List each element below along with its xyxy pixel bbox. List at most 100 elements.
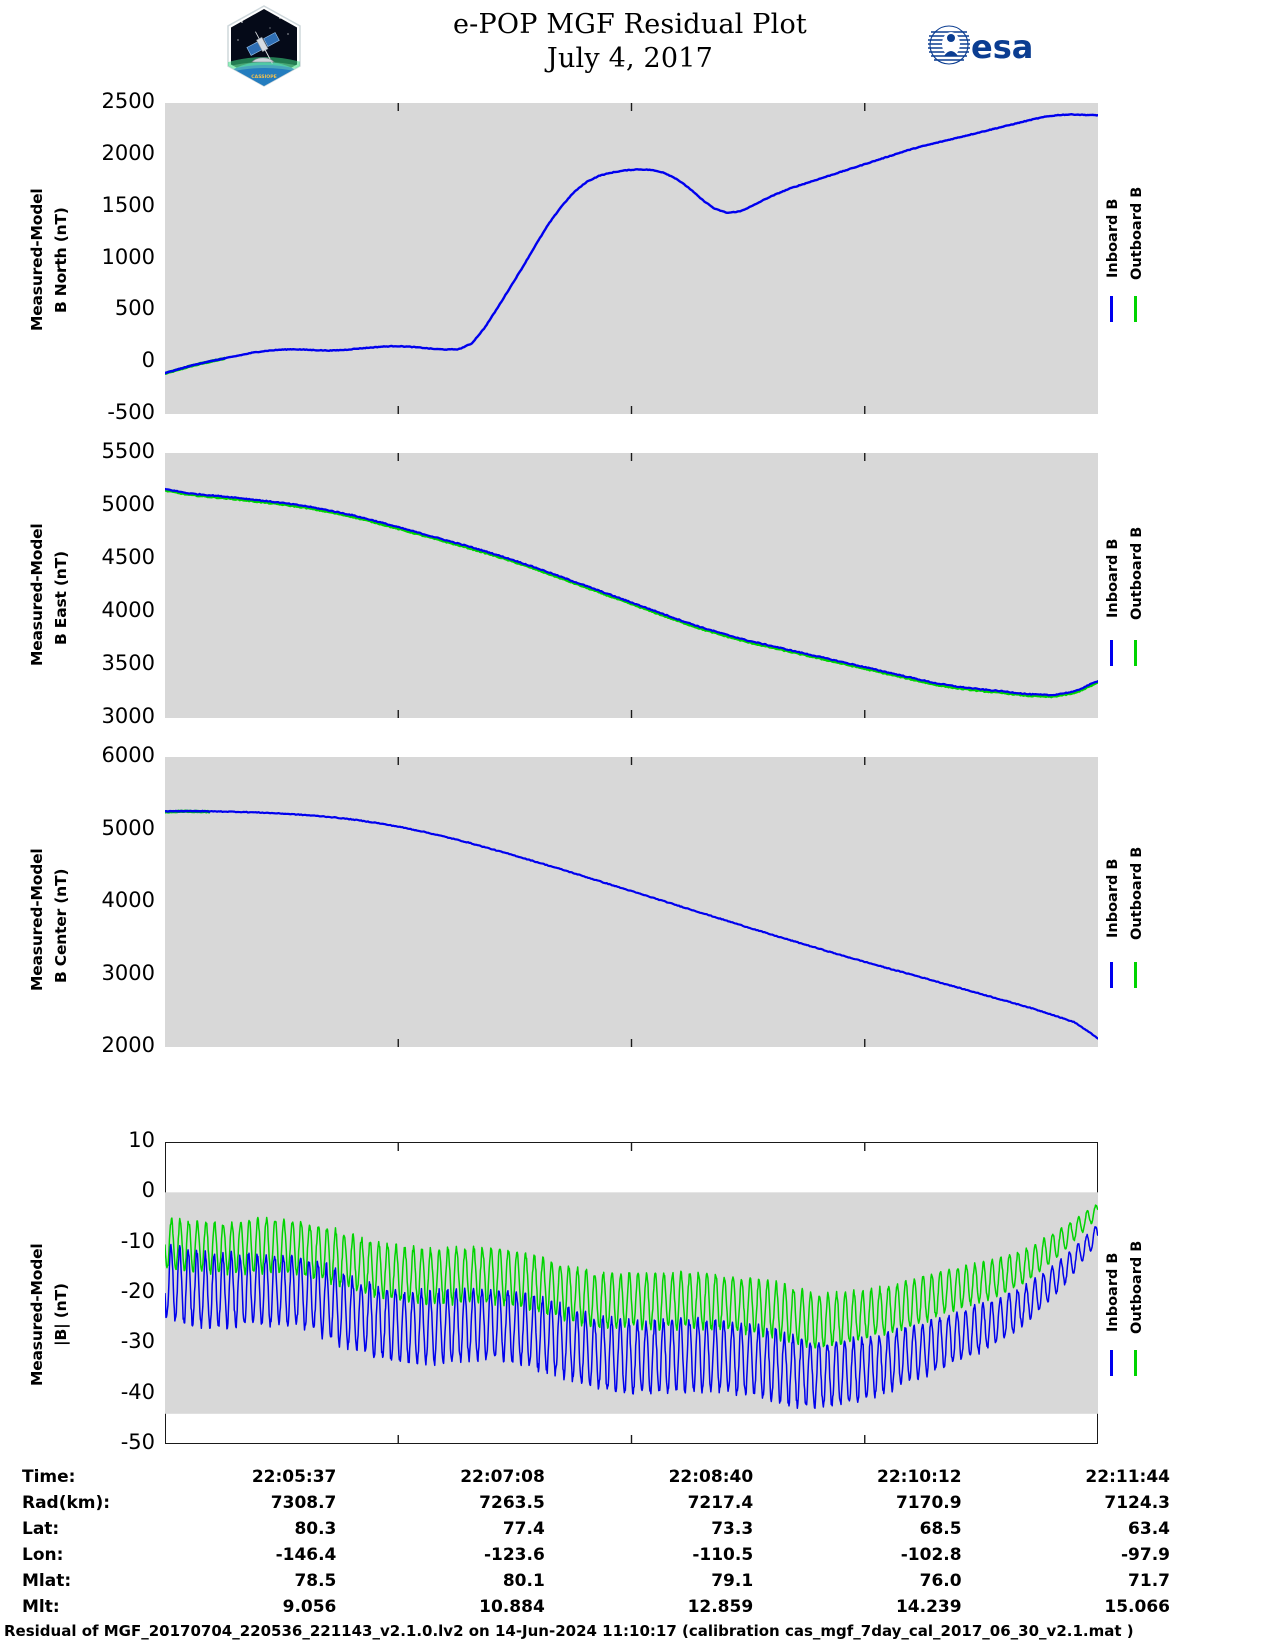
table-row: Mlt: 9.056 10.884 12.859 14.239 15.066 (22, 1594, 1170, 1620)
ephemeris-cell: 77.4 (502, 1519, 545, 1539)
y-tick-label: 4500 (101, 545, 155, 569)
table-row: Mlat: 78.5 80.1 79.1 76.0 71.7 (22, 1568, 1170, 1594)
cassiope-epop-mission-patch-icon: CASSIOPE (227, 5, 301, 87)
ephemeris-cell: 7217.4 (687, 1493, 754, 1513)
ephemeris-cell: 9.056 (282, 1597, 337, 1617)
ephemeris-cell: -102.8 (900, 1545, 962, 1565)
y-tick-label: 500 (114, 296, 155, 321)
b-center-plot-area (165, 757, 1098, 1047)
ephemeris-row-label: Rad(km): (22, 1493, 111, 1513)
chart-panel-b-east (165, 453, 1098, 718)
chart-panel-b-north (165, 103, 1098, 414)
legend-key-inboard-b-center (1110, 962, 1113, 988)
legend-inboard-b-magnitude: Inboard B (1105, 1252, 1121, 1332)
ephemeris-table: Time: 22:05:37 22:07:08 22:08:40 22:10:12 22:… (0, 1464, 1275, 1620)
y-tick-label: 10 (128, 1128, 155, 1152)
y-tick-label: 2000 (101, 140, 155, 165)
ephemeris-cell: -97.9 (1121, 1545, 1170, 1565)
y-tick-label: -10 (120, 1228, 155, 1253)
legend-key-outboard-b-north (1134, 296, 1137, 322)
y-tick-label: -40 (120, 1379, 155, 1404)
legend-key-outboard-b-east (1134, 640, 1137, 666)
y-tick-label: 4000 (101, 888, 155, 912)
y-tick-label: 0 (141, 1178, 155, 1203)
ephemeris-row-label: Lon: (22, 1545, 64, 1565)
ephemeris-cell: 10.884 (479, 1597, 545, 1617)
legend-outboard-b-north: Outboard B (1129, 186, 1145, 280)
page-header: CASSIOPE e-POP MGF Residual Plot July 4,… (0, 0, 1275, 92)
ephemeris-cell: 7170.9 (895, 1493, 962, 1513)
legend-outboard-b-east: Outboard B (1129, 526, 1145, 620)
y-tick-label: 3000 (101, 704, 155, 728)
table-row: Lon: -146.4 -123.6 -110.5 -102.8 -97.9 (22, 1542, 1170, 1568)
table-row: Time: 22:05:37 22:07:08 22:08:40 22:10:12 22:… (22, 1464, 1170, 1490)
ephemeris-cell: -123.6 (483, 1545, 545, 1565)
ephemeris-cell: 80.1 (502, 1571, 545, 1591)
ephemeris-cell: 22:07:08 (460, 1467, 545, 1487)
ephemeris-cell: 7124.3 (1104, 1493, 1170, 1513)
ephemeris-cell: 78.5 (294, 1571, 337, 1591)
ephemeris-cell: 63.4 (1128, 1519, 1170, 1539)
legend-outboard-b-magnitude: Outboard B (1129, 1240, 1145, 1334)
y-tick-label: -500 (107, 400, 155, 424)
chart-panel-b-magnitude (165, 1142, 1098, 1444)
title-line-1: e-POP MGF Residual Plot (453, 9, 807, 40)
ephemeris-cell: 7263.5 (479, 1493, 545, 1513)
ephemeris-cell: 15.066 (1104, 1597, 1170, 1617)
ephemeris-row-label: Mlat: (22, 1571, 72, 1591)
y-tick-label: 3000 (101, 960, 155, 985)
y-axis-label-b-center-2: B Center (nT) (52, 836, 92, 1016)
esa-logo-icon: esa (928, 25, 1033, 66)
footer-provenance-text: Residual of MGF_20170704_220536_221143_v… (4, 1622, 1134, 1640)
ephemeris-cell: 76.0 (919, 1571, 962, 1591)
y-tick-label: 1500 (101, 192, 155, 217)
ephemeris-cell: 22:10:12 (876, 1467, 962, 1487)
y-axis-label-b-magnitude-2: |B| (nT) (52, 1250, 92, 1380)
ephemeris-table-grid: Time: 22:05:37 22:07:08 22:08:40 22:10:12 22:… (22, 1464, 1170, 1620)
ylabel-line-1: Measured-Model (28, 1243, 46, 1387)
chart-panel-b-center (165, 757, 1098, 1047)
table-row: Lat: 80.3 77.4 73.3 68.5 63.4 (22, 1516, 1170, 1542)
y-tick-label: 4000 (101, 598, 155, 622)
y-tick-label: -20 (120, 1279, 155, 1303)
legend-key-inboard-b-east (1110, 640, 1113, 666)
page-title: e-POP MGF Residual Plot July 4, 2017 (330, 8, 930, 76)
y-tick-label: 1000 (101, 244, 155, 269)
y-tick-label: -30 (120, 1329, 155, 1354)
ephemeris-cell: -110.5 (692, 1545, 754, 1565)
svg-text:CASSIOPE: CASSIOPE (251, 74, 276, 80)
table-row: Rad(km): 7308.7 7263.5 7217.4 7170.9 7124.3 (22, 1490, 1170, 1516)
legend-inboard-b-north: Inboard B (1105, 198, 1121, 278)
legend-outboard-b-center: Outboard B (1129, 846, 1145, 940)
legend-inboard-b-east: Inboard B (1105, 538, 1121, 618)
ephemeris-cell: 22:05:37 (251, 1467, 337, 1487)
y-tick-label: 5000 (101, 815, 155, 840)
y-tick-label: -50 (120, 1430, 155, 1454)
ephemeris-cell: 14.239 (895, 1597, 962, 1617)
y-tick-label: 5500 (101, 439, 155, 463)
esa-wordmark: esa (971, 28, 1033, 66)
y-tick-label: 2500 (101, 89, 155, 113)
ephemeris-cell: 22:08:40 (668, 1467, 754, 1487)
ephemeris-cell: 80.3 (294, 1519, 337, 1539)
title-line-2: July 4, 2017 (546, 43, 714, 74)
b-magnitude-plot-area (165, 1142, 1098, 1444)
y-tick-label: 5000 (101, 492, 155, 516)
ephemeris-row-label: Lat: (22, 1519, 60, 1539)
ephemeris-cell: 79.1 (711, 1571, 754, 1591)
ephemeris-cell: 12.859 (687, 1597, 754, 1617)
legend-key-inboard-b-magnitude (1110, 1350, 1113, 1376)
ephemeris-cell: 22:11:44 (1085, 1467, 1170, 1487)
y-tick-label: 3500 (101, 651, 155, 675)
b-north-plot-area (165, 103, 1098, 414)
legend-key-outboard-b-magnitude (1134, 1350, 1137, 1376)
y-tick-label: 2000 (101, 1033, 155, 1057)
legend-key-outboard-b-center (1134, 962, 1137, 988)
legend-key-inboard-b-north (1110, 296, 1113, 322)
ephemeris-cell: 68.5 (919, 1519, 962, 1539)
ephemeris-cell: 73.3 (711, 1519, 754, 1539)
ephemeris-row-label: Time: (22, 1467, 76, 1487)
ephemeris-cell: 7308.7 (270, 1493, 337, 1513)
legend-inboard-b-center: Inboard B (1105, 858, 1121, 938)
